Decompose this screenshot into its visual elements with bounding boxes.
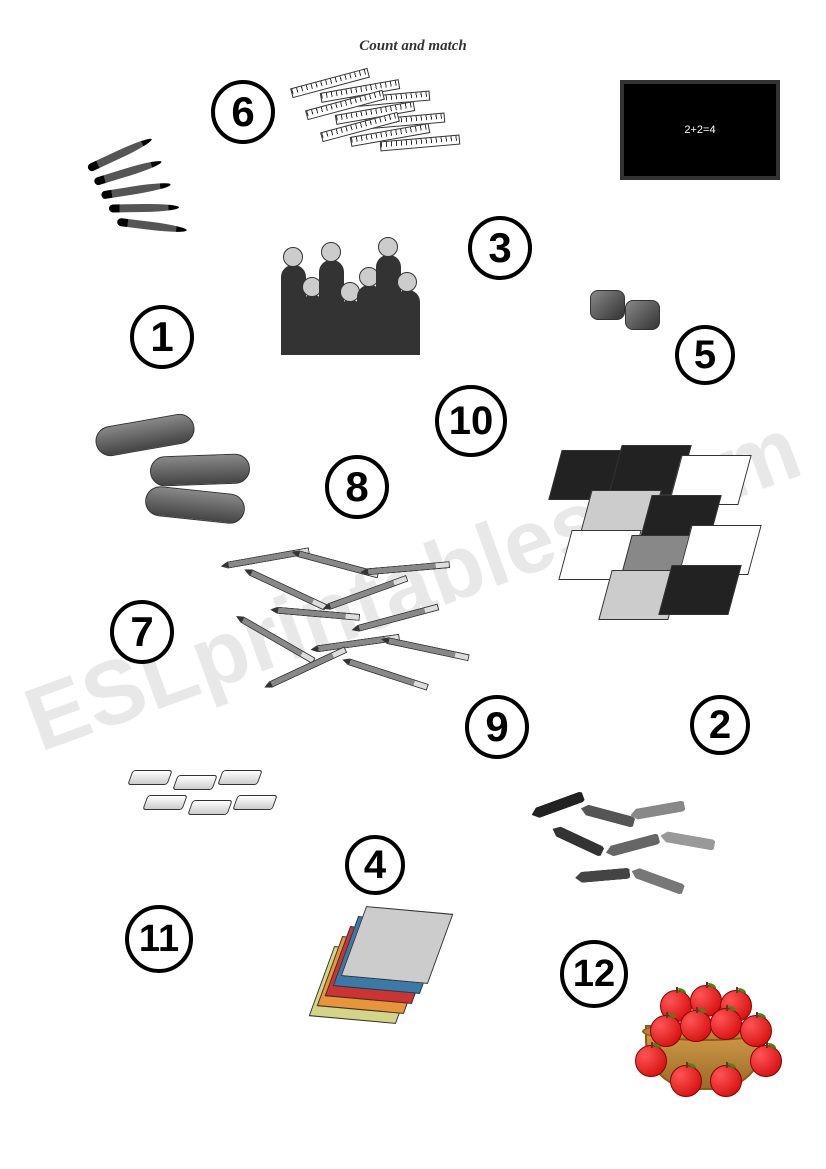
crayon-icon — [550, 824, 604, 857]
crayon-icon — [630, 866, 685, 895]
sharpener-icon — [625, 300, 660, 330]
eraser-icon — [172, 775, 217, 790]
crayon-icon — [530, 791, 585, 820]
number-circle-4: 4 — [345, 835, 405, 895]
book-icon — [658, 565, 741, 615]
eraser-icon — [187, 800, 232, 815]
pencil-icon — [341, 656, 429, 690]
people-group-icon — [275, 215, 425, 355]
pencil-icon — [220, 547, 310, 570]
eraser-icon — [232, 795, 277, 810]
pen-icon — [109, 203, 179, 212]
number-circle-10: 10 — [435, 385, 507, 457]
number-circle-5: 5 — [675, 325, 735, 385]
eraser-icon — [127, 770, 172, 785]
number-circle-9: 9 — [465, 695, 529, 759]
number-circle-7: 7 — [110, 600, 174, 664]
pen-icon — [117, 218, 187, 234]
blackboard-icon: 2+2=4 — [620, 80, 780, 180]
pen-icon — [101, 181, 171, 200]
pencil-case-icon — [144, 485, 247, 525]
number-circle-6: 6 — [211, 80, 275, 144]
crayon-icon — [605, 833, 661, 858]
pencil-icon — [380, 636, 469, 662]
apple-basket-icon — [635, 970, 775, 1090]
page-title: Count and match — [359, 38, 467, 55]
sharpener-icon — [590, 290, 625, 320]
number-circle-2: 2 — [690, 695, 750, 755]
notebook-stack-icon — [320, 910, 460, 1020]
number-circle-3: 3 — [468, 216, 532, 280]
number-circle-1: 1 — [130, 305, 194, 369]
crayon-icon — [629, 800, 685, 820]
number-circle-8: 8 — [325, 455, 389, 519]
number-circle-12: 12 — [560, 940, 628, 1008]
crayon-icon — [659, 830, 715, 850]
pencil-case-icon — [150, 453, 251, 486]
pencil-case-icon — [93, 412, 197, 459]
eraser-icon — [142, 795, 187, 810]
number-circle-11: 11 — [125, 905, 193, 973]
crayon-icon — [580, 803, 636, 828]
eraser-icon — [217, 770, 262, 785]
crayon-icon — [575, 868, 631, 884]
